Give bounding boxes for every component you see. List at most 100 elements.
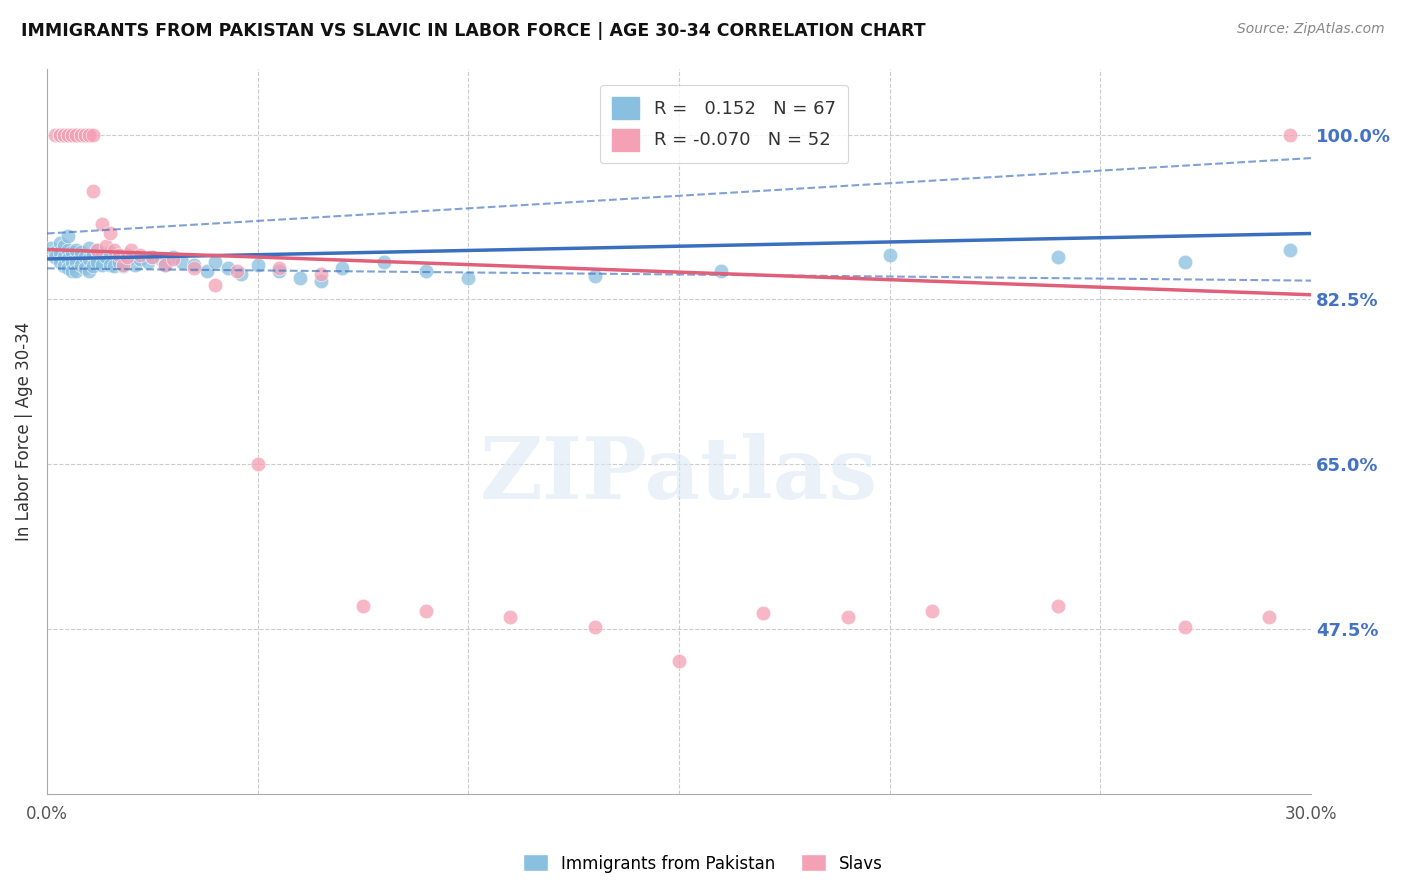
Point (52, 128, 75, 142)
Point (246, 458, 269, 472)
Text: Source: ZipAtlas.com: Source: ZipAtlas.com (1237, 22, 1385, 37)
Point (103, 243, 125, 257)
Point (56, 261, 79, 276)
Point (60, 128, 83, 142)
Point (115, 248, 138, 262)
Point (56, 229, 79, 244)
Point (82, 184, 104, 198)
Legend: R =   0.152   N = 67, R = -0.070   N = 52: R = 0.152 N = 67, R = -0.070 N = 52 (599, 85, 848, 163)
Point (82, 260, 104, 274)
Point (837, 610, 859, 624)
Point (90, 217, 112, 231)
Point (583, 268, 606, 283)
Point (309, 274, 332, 288)
Point (86, 243, 108, 257)
Point (73, 261, 96, 276)
Point (44, 128, 66, 142)
Point (153, 258, 176, 272)
Point (65, 243, 87, 257)
Point (48, 128, 70, 142)
Point (69, 258, 91, 272)
Point (73, 128, 96, 142)
Point (162, 250, 184, 264)
Legend: Immigrants from Pakistan, Slavs: Immigrants from Pakistan, Slavs (516, 847, 890, 880)
Point (56, 128, 79, 142)
Point (52, 250, 75, 264)
Point (115, 250, 138, 264)
Point (921, 603, 943, 617)
Point (141, 250, 163, 264)
Point (69, 128, 91, 142)
Point (309, 267, 332, 281)
Point (107, 254, 129, 268)
Point (56, 128, 79, 142)
Point (710, 264, 733, 278)
Point (204, 254, 226, 268)
Point (1047, 599, 1070, 613)
Point (1279, 128, 1302, 142)
Point (48, 245, 70, 260)
Point (1174, 619, 1197, 633)
Point (60, 254, 83, 268)
Point (103, 260, 125, 274)
Point (183, 261, 205, 276)
Point (48, 128, 70, 142)
Point (56, 128, 79, 142)
Point (183, 258, 205, 272)
Point (82, 248, 104, 262)
Point (77, 128, 100, 142)
Point (98, 227, 121, 241)
Text: ZIPatlas: ZIPatlas (479, 433, 877, 517)
Point (44, 245, 66, 260)
Point (52, 128, 75, 142)
Point (229, 267, 252, 281)
Point (65, 264, 87, 278)
Point (217, 261, 239, 276)
Point (69, 245, 91, 260)
Point (77, 128, 100, 142)
Point (73, 250, 96, 264)
Point (415, 264, 437, 278)
Point (288, 270, 311, 285)
Point (195, 264, 218, 278)
Point (77, 264, 100, 278)
Point (668, 653, 690, 667)
Text: IMMIGRANTS FROM PAKISTAN VS SLAVIC IN LABOR FORCE | AGE 30-34 CORRELATION CHART: IMMIGRANTS FROM PAKISTAN VS SLAVIC IN LA… (21, 22, 925, 40)
Point (141, 250, 163, 264)
Point (48, 254, 70, 268)
Point (267, 264, 290, 278)
Point (65, 128, 87, 142)
Point (111, 260, 134, 274)
Point (77, 252, 100, 266)
Point (52, 260, 75, 274)
Point (56, 243, 79, 257)
Y-axis label: In Labor Force | Age 30-34: In Labor Force | Age 30-34 (15, 322, 32, 541)
Point (1047, 250, 1070, 264)
Point (246, 258, 269, 272)
Point (60, 128, 83, 142)
Point (44, 250, 66, 264)
Point (65, 254, 87, 268)
Point (60, 264, 83, 278)
Point (136, 254, 159, 268)
Point (170, 254, 193, 268)
Point (124, 258, 146, 272)
Point (128, 252, 150, 266)
Point (499, 610, 522, 624)
Point (111, 258, 134, 272)
Point (94, 250, 117, 264)
Point (153, 258, 176, 272)
Point (73, 128, 96, 142)
Point (267, 261, 290, 276)
Point (457, 270, 479, 285)
Point (330, 261, 353, 276)
Point (90, 258, 112, 272)
Point (82, 128, 104, 142)
Point (107, 248, 129, 262)
Point (77, 241, 100, 255)
Point (1174, 254, 1197, 268)
Point (86, 243, 108, 257)
Point (583, 619, 606, 633)
Point (415, 603, 437, 617)
Point (752, 607, 775, 621)
